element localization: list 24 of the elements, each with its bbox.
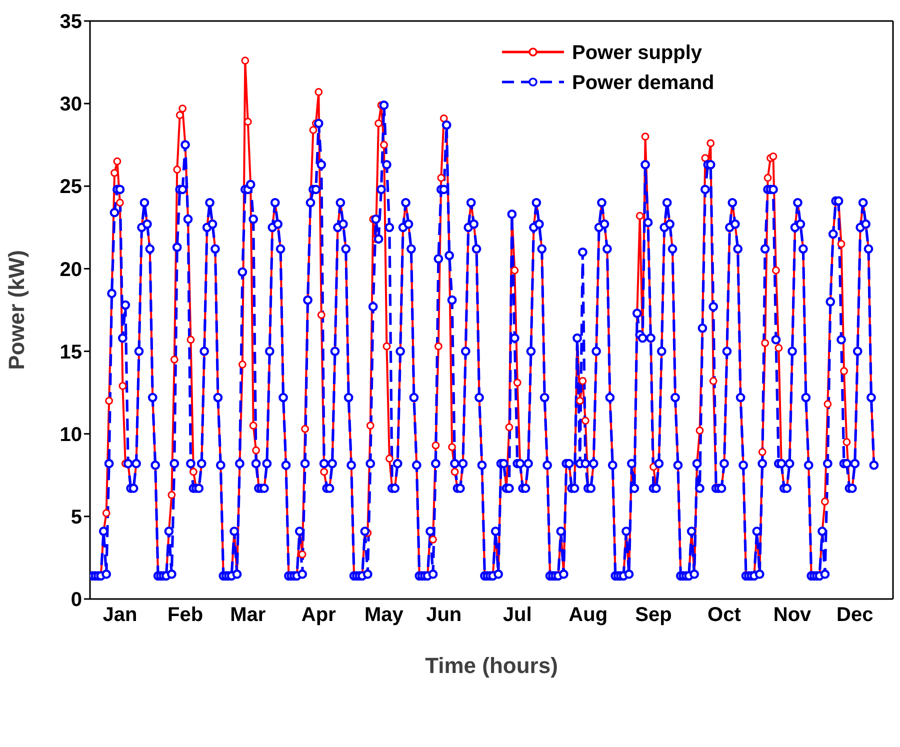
x-tick-label: Mar <box>230 604 266 626</box>
x-tick-label: Sep <box>635 604 672 626</box>
x-tick-label: Apr <box>301 604 336 626</box>
x-tick-label: Jun <box>426 604 462 626</box>
y-tick-label: 25 <box>60 176 82 198</box>
x-tick-label: Aug <box>568 604 608 626</box>
y-tick-label: 30 <box>60 94 82 116</box>
y-tick-label: 10 <box>60 424 82 446</box>
y-axis-title: Power (kW) <box>4 250 29 370</box>
y-tick-label: 0 <box>70 589 82 612</box>
x-tick-label: Nov <box>773 604 812 626</box>
x-tick-label: Feb <box>167 604 204 626</box>
y-tick-label: 15 <box>60 341 82 364</box>
y-tick-label: 5 <box>70 506 82 529</box>
x-tick-label: Jul <box>502 604 532 626</box>
x-tick-label: May <box>364 604 404 626</box>
x-tick-label: Dec <box>836 604 874 626</box>
legend-label: Power demand <box>572 72 714 94</box>
legend-label: Power supply <box>572 42 703 64</box>
x-axis-title: Time (hours) <box>425 653 558 678</box>
x-tick-label: Oct <box>708 604 742 626</box>
x-tick-label: Jan <box>102 604 138 626</box>
y-tick-label: 35 <box>60 11 82 34</box>
y-tick-label: 20 <box>60 258 82 281</box>
